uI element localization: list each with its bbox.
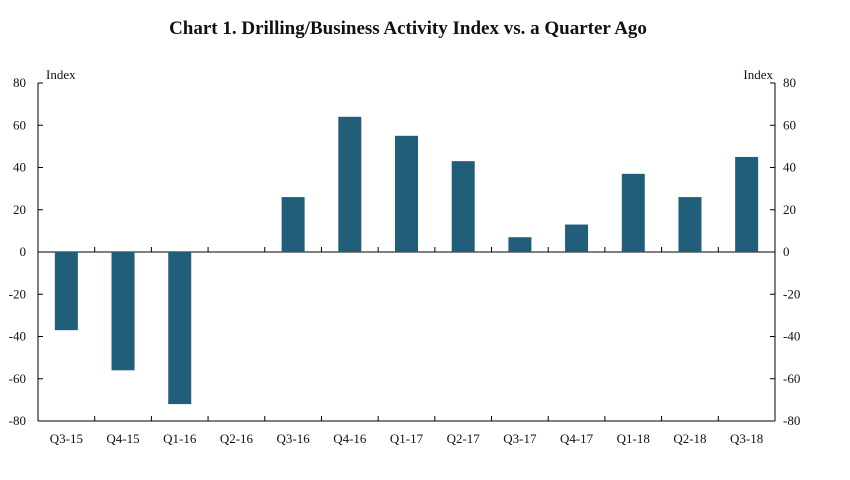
right-y-tick-label: 40 (783, 160, 796, 175)
bar (111, 252, 135, 371)
x-tick-label: Q3-17 (503, 431, 537, 446)
right-y-tick-label: -60 (783, 371, 800, 386)
right-y-tick-label: 0 (783, 244, 790, 259)
bar (395, 135, 418, 252)
left-y-tick-label: 40 (13, 160, 26, 175)
right-y-tick-label: -40 (783, 329, 800, 344)
bar (451, 161, 475, 252)
left-y-tick-label: 80 (13, 75, 26, 90)
right-y-tick-label: -20 (783, 286, 800, 301)
bar (281, 197, 305, 252)
bar (678, 197, 702, 252)
bar (508, 237, 532, 252)
left-y-tick-label: -80 (9, 413, 26, 428)
left-y-tick-label: 0 (20, 244, 27, 259)
left-axis-unit-label: Index (46, 67, 76, 82)
x-tick-label: Q2-17 (447, 431, 481, 446)
bar (338, 116, 362, 252)
left-y-tick-label: 60 (13, 117, 26, 132)
chart-title: Chart 1. Drilling/Business Activity Inde… (169, 18, 647, 39)
x-tick-label: Q4-16 (333, 431, 367, 446)
bar (565, 224, 589, 252)
bar (54, 252, 78, 331)
x-tick-label: Q2-18 (673, 431, 706, 446)
x-tick-label: Q3-16 (277, 431, 311, 446)
x-tick-label: Q4-15 (106, 431, 139, 446)
x-tick-label: Q1-17 (390, 431, 424, 446)
right-axis-unit-label: Index (743, 67, 773, 82)
left-y-tick-label: -60 (9, 371, 26, 386)
right-y-tick-label: 80 (783, 75, 796, 90)
bar (168, 252, 192, 405)
plot-area: -80 -80 -60 -60 -40 -40 -20 -20 0 0 20 20 40 40 60 60 80… (9, 75, 801, 446)
left-y-tick-label: 20 (13, 202, 26, 217)
right-y-tick-label: 20 (783, 202, 796, 217)
left-y-tick-label: -20 (9, 286, 26, 301)
right-y-tick-label: -80 (783, 413, 800, 428)
x-tick-label: Q3-15 (50, 431, 83, 446)
left-y-tick-label: -40 (9, 329, 26, 344)
bar (621, 173, 645, 252)
x-tick-label: Q1-18 (617, 431, 650, 446)
x-tick-label: Q2-16 (220, 431, 254, 446)
x-tick-label: Q4-17 (560, 431, 594, 446)
right-y-tick-label: 60 (783, 117, 796, 132)
x-tick-label: Q3-18 (730, 431, 763, 446)
x-tick-label: Q1-16 (163, 431, 197, 446)
bar (735, 156, 759, 252)
